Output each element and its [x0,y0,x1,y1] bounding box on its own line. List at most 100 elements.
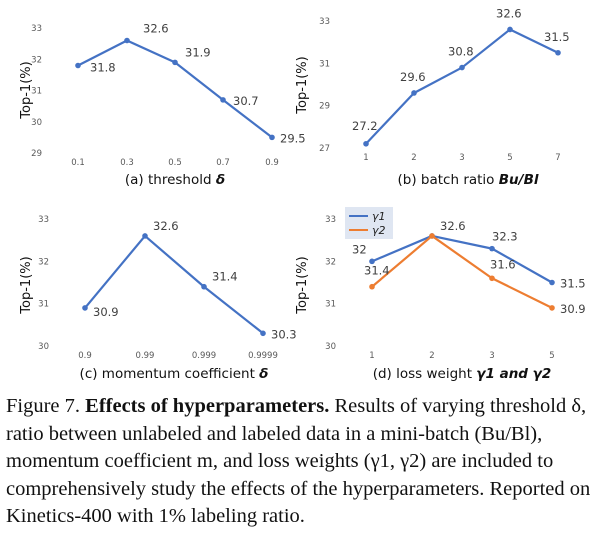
chart-panel-2: 33 31 29 27 1 2 3 5 7 Top-1(%) 27.2 29.6 30.8 32.6 31.… [295,6,570,188]
x-tick-label: 0.3 [120,158,134,168]
series-line [77,39,273,139]
legend-label: γ2 [372,224,386,237]
chart-panel-3: 33 32 31 30 0.9 0.99 0.999 0.9999 Top-1(%) 30.9 32… [19,215,297,382]
x-tick-label: 3 [459,153,464,163]
panel-caption-symbol: Bu/Bl [499,172,539,188]
data-point [201,283,207,290]
x-tick-label: 7 [555,153,560,163]
data-point [411,90,417,96]
series-line-2 [371,234,553,309]
series-line-1 [371,234,553,284]
y-axis-label: Top-1(%) [19,61,34,119]
y-tick-label: 33 [325,215,336,225]
panel-caption-text: (c) momentum coefficient [80,366,260,382]
x-tick-label: 0.5 [168,158,182,168]
y-tick-label: 30 [31,118,42,128]
panel-caption-symbol: δ [216,172,225,188]
y-axis-label: Top-1(%) [295,56,310,114]
x-tick-label: 2 [429,351,434,361]
y-tick-label: 27 [319,144,330,154]
y-tick-label: 32 [31,55,42,65]
data-label: 27.2 [352,119,378,133]
panel-caption-text: (b) batch ratio [398,172,499,188]
x-tick-label: 0.99 [136,351,155,361]
y-tick-label: 30 [325,342,336,352]
figure-caption: Figure 7. Effects of hyperparameters. Re… [6,393,606,531]
figure-title: Effects of hyperparameters. [85,395,330,417]
data-label: 32.3 [492,230,518,244]
x-tick-label: 0.7 [216,158,230,168]
legend-label: γ1 [372,210,386,223]
data-point [172,59,178,66]
data-point [549,279,555,286]
data-label: 31.9 [185,45,211,59]
data-point [260,330,266,337]
data-point [429,233,435,239]
y-tick-label: 29 [31,149,42,159]
x-tick-label: 2 [411,153,416,163]
chart-panel-4: 33 32 31 30 1 2 3 5 Top-1(%) 32 32.6 32.3 31.5 31.4 31… [295,207,586,382]
y-tick-label: 33 [38,215,49,225]
x-tick-label: 5 [507,153,512,163]
data-point [369,283,375,290]
data-point [75,62,81,69]
data-point [269,134,275,141]
x-tick-label: 0.9 [265,158,279,168]
panel-caption-symbol: γ1 and γ2 [476,366,551,382]
data-point [549,305,555,311]
y-tick-label: 33 [31,24,42,34]
data-point [363,140,369,147]
data-point [220,97,226,103]
panel-caption-text: (d) loss weight [373,366,477,382]
x-tick-label: 0.9 [78,351,92,361]
data-point [142,233,148,239]
y-tick-label: 30 [38,342,49,352]
x-tick-label: 0.999 [192,351,216,361]
data-label: 30.9 [93,305,119,319]
data-point [489,245,495,252]
data-point [555,49,561,56]
data-point [124,37,130,44]
y-tick-label: 32 [325,257,336,267]
x-tick-label: 0.9999 [248,351,278,361]
panel-caption-text: (a) threshold [125,172,216,188]
data-label: 31.8 [90,61,116,75]
y-tick-label: 31 [325,300,336,310]
data-label: 32.6 [496,6,522,20]
data-label: 32.6 [153,219,179,233]
data-label: 31.6 [490,257,516,271]
series-line [84,234,264,335]
x-tick-label: 1 [363,153,368,163]
data-label: 31.4 [212,270,238,284]
data-label: 30.8 [448,45,474,59]
panel-caption: (c) momentum coefficient δ [80,366,269,382]
data-label: 32.6 [143,22,169,36]
y-tick-label: 31 [38,300,49,310]
data-label: 31.5 [544,30,570,44]
data-label: 29.6 [400,70,426,84]
y-tick-label: 31 [319,59,330,69]
x-tick-label: 5 [549,351,554,361]
panel-caption: (a) threshold δ [125,172,225,188]
data-point [489,275,495,282]
data-point [507,26,513,33]
x-tick-label: 1 [369,351,374,361]
y-axis-label: Top-1(%) [295,256,310,314]
data-point [459,64,465,71]
data-label: 30.7 [233,94,259,108]
y-tick-label: 32 [38,257,49,267]
data-label: 31.4 [364,264,390,278]
legend-box [345,207,393,239]
y-tick-label: 29 [319,102,330,112]
data-label: 32.6 [440,219,466,233]
data-point [82,305,88,311]
panel-caption-symbol: δ [259,366,268,382]
data-point [369,258,375,265]
x-tick-label: 0.1 [71,158,85,168]
data-label: 31.5 [560,277,586,291]
data-label: 30.9 [560,302,586,316]
chart-panel-1: 33 32 31 30 29 0.1 0.3 0.5 0.7 0.9 Top-1(%) 31.8 32.… [19,22,306,189]
figure-label: Figure 7. [6,395,81,417]
